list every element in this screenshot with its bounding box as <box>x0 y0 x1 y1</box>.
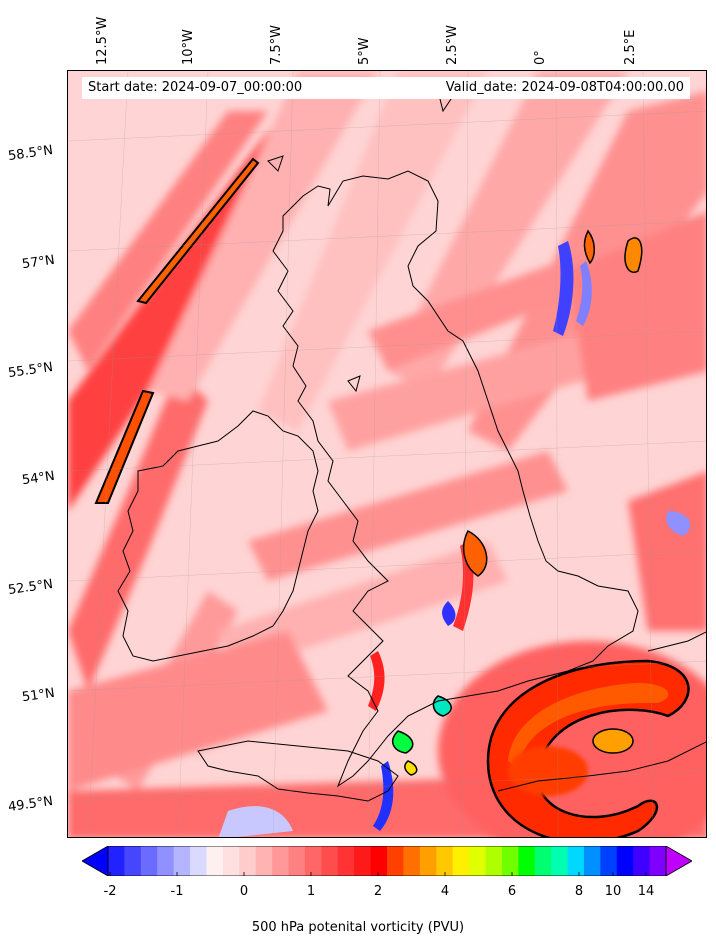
colorbar-segment <box>583 846 601 876</box>
colorbar-segment <box>551 846 569 876</box>
lon-label-7.5w: 7.5°W <box>269 24 284 65</box>
colorbar-segment <box>354 846 372 876</box>
colorbar-tick-label: 10 <box>604 884 622 899</box>
start-date-label: Start date: 2024-09-07_00:00:00 <box>88 80 303 95</box>
date-info-bar: Start date: 2024-09-07_00:00:00 Valid_da… <box>82 77 690 99</box>
colorbar-segment <box>452 846 470 876</box>
graticule <box>68 71 706 837</box>
colorbar-tick-label: 0 <box>239 884 249 899</box>
colorbar-segment <box>534 846 552 876</box>
colorbar-segment <box>485 846 503 876</box>
colorbar-segment <box>501 846 519 876</box>
lon-label-12.5w: 12.5°W <box>95 16 110 65</box>
lon-label-2.5w: 2.5°W <box>445 24 460 65</box>
colorbar-segment <box>304 846 322 876</box>
colorbar-tick-label: 6 <box>507 884 517 899</box>
lat-label-55.5n: 55.5°N <box>7 359 54 382</box>
colorbar-segment <box>419 846 437 876</box>
lon-label-2.5e: 2.5°E <box>623 29 638 65</box>
lat-label-52.5n: 52.5°N <box>7 576 54 599</box>
colorbar-segment <box>600 846 618 876</box>
lon-label-0: 0° <box>533 50 548 65</box>
colorbar-tick-label: 1 <box>306 884 316 899</box>
colorbar-segment <box>173 846 191 876</box>
colorbar-segment <box>321 846 339 876</box>
colorbar-segment <box>337 846 355 876</box>
colorbar-extend-low <box>82 846 109 876</box>
colorbar-tick-label: -2 <box>103 884 117 899</box>
pv-filament-northwest <box>94 157 260 504</box>
colorbar-tick-label: 14 <box>637 884 655 899</box>
colorbar-segment <box>206 846 224 876</box>
colorbar-segment <box>124 846 142 876</box>
colorbar-segment <box>222 846 240 876</box>
colorbar-segment <box>239 846 257 876</box>
lon-label-5w: 5°W <box>357 37 372 65</box>
map-canvas <box>68 71 706 837</box>
lat-label-51n: 51°N <box>21 685 56 706</box>
colorbar-segment <box>633 846 651 876</box>
colorbar-segment <box>469 846 487 876</box>
colorbar-segment <box>387 846 405 876</box>
colorbar-segment <box>616 846 634 876</box>
colorbar-title: 500 hPa potenital vorticity (PVU) <box>251 920 465 935</box>
lat-label-57n: 57°N <box>21 252 56 273</box>
colorbar-tick-label: 8 <box>574 884 584 899</box>
lat-label-49.5n: 49.5°N <box>7 793 54 816</box>
colorbar-segment <box>518 846 536 876</box>
colorbar-segment <box>140 846 158 876</box>
coastlines <box>117 90 706 802</box>
pv-anomalies <box>218 229 691 837</box>
lon-label-10w: 10°W <box>181 29 196 65</box>
colorbar-segment <box>288 846 306 876</box>
lat-label-58.5n: 58.5°N <box>7 142 54 165</box>
colorbar-segment <box>272 846 290 876</box>
colorbar-segment <box>436 846 454 876</box>
pv-low-feature <box>438 641 706 837</box>
colorbar-segment <box>567 846 585 876</box>
lat-label-54n: 54°N <box>21 468 56 489</box>
colorbar-border <box>107 846 667 876</box>
colorbar-tick-label: 4 <box>440 884 450 899</box>
colorbar-tick-label: 2 <box>373 884 383 899</box>
colorbar <box>82 846 692 876</box>
map-panel[interactable] <box>67 70 707 838</box>
colorbar-segment <box>108 846 126 876</box>
colorbar-segment <box>190 846 208 876</box>
colorbar-tick-label: -1 <box>170 884 184 899</box>
colorbar-segment <box>403 846 421 876</box>
colorbar-segment <box>157 846 175 876</box>
colorbar-extend-high <box>665 846 692 876</box>
valid-date-label: Valid_date: 2024-09-08T04:00:00.00 <box>445 80 684 95</box>
colorbar-segment <box>370 846 388 876</box>
colorbar-segment <box>255 846 273 876</box>
colorbar-segment <box>649 846 667 876</box>
